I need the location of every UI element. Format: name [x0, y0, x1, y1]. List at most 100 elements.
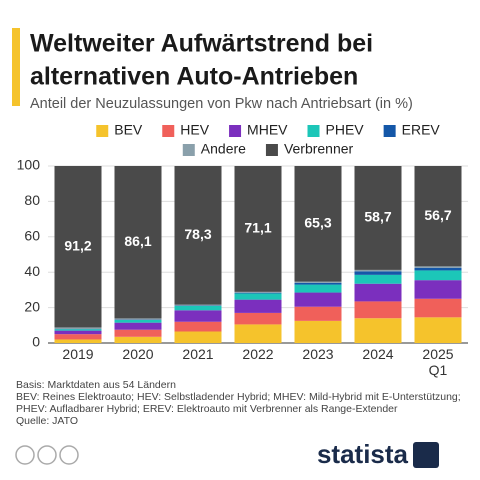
logo-icon: [413, 442, 439, 468]
chart-title: Weltweiter Aufwärtstrend bei: [30, 30, 373, 58]
x-tick-label-line: 2020: [122, 346, 153, 362]
bar-segment: [354, 283, 402, 302]
bar-segment: [174, 304, 222, 306]
legend-label: EREV: [402, 122, 441, 138]
x-tick-label-line: 2024: [362, 346, 393, 362]
legend-label: PHEV: [326, 122, 365, 138]
legend-swatch: [265, 144, 278, 156]
bar-segment: [354, 274, 402, 284]
data-label: 78,3: [184, 226, 211, 242]
data-label: 86,1: [124, 233, 151, 249]
x-tick-label: 2024: [362, 346, 393, 362]
footnote: Quelle: JATO: [16, 415, 78, 427]
bar-segment: [54, 329, 102, 331]
y-tick-label: 80: [24, 192, 40, 208]
bar-segment: [54, 339, 102, 343]
y-tick-label: 100: [17, 157, 41, 173]
bar-segment: [414, 317, 462, 343]
bar-segment: [234, 291, 282, 293]
bar-segment: [174, 166, 222, 305]
bar-segment: [354, 166, 402, 270]
legend-label: MHEV: [247, 122, 288, 138]
bar-segment: [294, 166, 342, 282]
bar-segment: [354, 301, 402, 319]
bar-segment: [294, 282, 342, 285]
bar-segment: [234, 299, 282, 313]
footnote: Basis: Marktdaten aus 54 Ländern: [16, 379, 176, 391]
bar-segment: [294, 281, 342, 283]
legend-label: BEV: [114, 122, 143, 138]
bar-segment: [234, 312, 282, 325]
bar-segment: [234, 166, 282, 292]
footnote: BEV: Reines Elektroauto; HEV: Selbstlade…: [16, 391, 461, 403]
bar-segment: [54, 166, 102, 328]
bar-segment: [54, 334, 102, 340]
legend-label: HEV: [180, 122, 209, 138]
bar-segment: [114, 322, 162, 330]
y-tick-label: 40: [24, 263, 40, 279]
legend-swatch: [383, 125, 396, 137]
legend-label: Verbrenner: [284, 141, 354, 157]
bar-segment: [174, 305, 222, 311]
legend-swatch: [182, 144, 195, 156]
bar-segment: [414, 270, 462, 281]
bar-segment: [114, 319, 162, 323]
x-tick-label: 2023: [302, 346, 333, 362]
bar-segment: [294, 320, 342, 343]
data-label: 91,2: [64, 237, 91, 253]
x-tick-label-line: Q1: [429, 362, 448, 378]
x-tick-label-line: 2022: [242, 346, 273, 362]
footnote: PHEV: Aufladbarer Hybrid; EREV: Elektroa…: [16, 403, 398, 415]
legend-swatch: [162, 125, 175, 137]
bar-segment: [174, 321, 222, 332]
data-label: 58,7: [364, 209, 391, 225]
bar-segment: [354, 269, 402, 272]
y-tick-label: 60: [24, 228, 40, 244]
license-icons: [15, 445, 79, 465]
bar-segment: [414, 266, 462, 268]
x-tick-label-line: 2025: [422, 346, 453, 362]
bar-segment: [114, 318, 162, 320]
bar-segment: [114, 329, 162, 337]
bar-segment: [234, 293, 282, 300]
x-tick-label-line: 2023: [302, 346, 333, 362]
bar-segment: [114, 166, 162, 319]
x-tick-label: 2025 Q1: [422, 346, 453, 378]
bar-segment: [234, 292, 282, 294]
bar-segment: [414, 280, 462, 299]
x-tick-label: 2019: [62, 346, 93, 362]
bar-segment: [234, 324, 282, 343]
y-tick-label: 20: [24, 298, 40, 314]
bar-segment: [414, 166, 462, 267]
x-tick-label-line: 2019: [62, 346, 93, 362]
bar-segment: [354, 318, 402, 343]
bar-segment: [294, 292, 342, 307]
x-tick-label: 2021: [182, 346, 213, 362]
chart-title: alternativen Auto-Antrieben: [30, 63, 358, 91]
legend-label: Andere: [201, 141, 246, 157]
bar-segment: [414, 267, 462, 271]
bar-segment: [414, 298, 462, 318]
legend-row: BEV HEV MHEV PHEV EREV: [96, 122, 440, 138]
data-label: 65,3: [304, 214, 331, 230]
x-tick-label: 2020: [122, 346, 153, 362]
legend-row: Andere Verbrenner: [182, 141, 354, 157]
bar-segment: [294, 306, 342, 321]
bar-segment: [174, 331, 222, 343]
accent-bar: [12, 28, 20, 106]
x-tick-label: 2022: [242, 346, 273, 362]
legend-swatch: [307, 125, 320, 137]
logo: statista: [317, 439, 409, 469]
legend-swatch: [96, 125, 109, 137]
y-tick-label: 0: [32, 334, 40, 350]
bar-segment: [54, 327, 102, 330]
x-tick-label-line: 2021: [182, 346, 213, 362]
bar-segment: [354, 271, 402, 275]
data-label: 56,7: [424, 207, 451, 223]
bar-segment: [114, 336, 162, 343]
bar-segment: [174, 310, 222, 322]
chart-subtitle: Anteil der Neuzulassungen von Pkw nach A…: [30, 96, 413, 112]
bar-segment: [294, 284, 342, 293]
legend-swatch: [229, 125, 242, 137]
